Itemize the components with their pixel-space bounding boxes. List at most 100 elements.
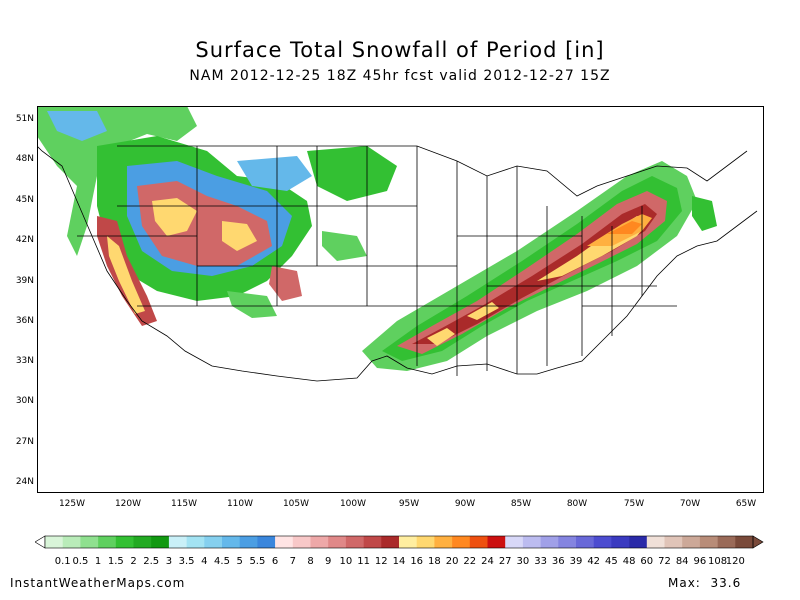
lon-label: 70W	[679, 499, 701, 509]
colorbar-swatch	[204, 536, 223, 548]
colorbar-swatch	[487, 536, 506, 548]
colorbar-tick-label: 6	[271, 556, 279, 567]
map-subtitle: NAM 2012-12-25 18Z 45hr fcst valid 2012-…	[189, 68, 611, 84]
lon-label: 110W	[226, 499, 254, 509]
max-label: Max:	[668, 576, 701, 590]
colorbar-swatch	[735, 536, 754, 548]
colorbar-tick-label: 8	[307, 556, 314, 567]
colorbar-tick-label: 16	[410, 556, 424, 567]
colorbar-swatch	[699, 536, 718, 548]
lat-label: 27N	[15, 437, 34, 447]
colorbar-swatch	[558, 536, 577, 548]
colorbar-swatch	[115, 536, 134, 548]
colorbar-tick-label: 3	[165, 556, 173, 567]
lon-label: 100W	[339, 499, 367, 509]
colorbar-swatch	[717, 536, 736, 548]
lat-label: 33N	[15, 356, 34, 366]
colorbar-tick-label: 48	[622, 556, 636, 567]
colorbar-swatch	[593, 536, 612, 548]
colorbar-tick-label: 0.5	[72, 556, 89, 567]
colorbar-tick-label: 45	[605, 556, 618, 567]
colorbar	[35, 535, 764, 549]
colorbar-swatch	[62, 536, 81, 548]
colorbar-tick-label: 9	[325, 556, 332, 567]
colorbar-tick-label: 14	[392, 556, 406, 567]
colorbar-tick-label: 39	[569, 556, 583, 567]
colorbar-tick-label: 33	[534, 556, 547, 567]
site-credit: InstantWeatherMaps.com	[10, 576, 186, 590]
colorbar-swatch	[505, 536, 524, 548]
snowfall-map	[37, 106, 764, 493]
lat-label: 30N	[15, 396, 34, 406]
colorbar-tick-label: 7	[289, 556, 296, 567]
colorbar-swatch	[45, 536, 63, 548]
colorbar-tick-label: 4.5	[214, 556, 230, 567]
lon-label: 85W	[510, 499, 532, 509]
colorbar-swatch	[522, 536, 541, 548]
colorbar-swatch	[222, 536, 240, 548]
colorbar-swatch	[151, 536, 170, 548]
colorbar-swatch	[629, 536, 648, 548]
colorbar-tick-label: 18	[428, 556, 441, 567]
lat-label: 24N	[15, 477, 34, 487]
colorbar-tick-label: 2.5	[143, 556, 160, 567]
colorbar-tick-label: 42	[587, 556, 601, 567]
colorbar-swatch	[664, 536, 683, 548]
colorbar-swatch	[363, 536, 382, 548]
map-frame	[37, 106, 764, 493]
lat-label: 48N	[15, 154, 34, 164]
colorbar-tick-label: 20	[445, 556, 459, 567]
snowfall-west	[37, 106, 397, 326]
colorbar-tick-label: 22	[463, 556, 477, 567]
lat-label: 39N	[15, 276, 34, 286]
colorbar-tick-label: 108	[708, 556, 728, 567]
lon-label: 90W	[454, 499, 476, 509]
colorbar-tick-label: 84	[675, 556, 689, 567]
lon-label: 75W	[623, 499, 645, 509]
lon-label: 80W	[566, 499, 588, 509]
colorbar-swatch	[257, 536, 276, 548]
colorbar-swatch	[381, 536, 400, 548]
lat-label: 42N	[15, 235, 34, 245]
colorbar-swatch	[611, 536, 630, 548]
colorbar-tick-label: 0.1	[54, 556, 71, 567]
boundary-lines	[37, 145, 758, 382]
colorbar-swatch	[292, 536, 311, 548]
colorbar-swatch	[416, 536, 435, 548]
colorbar-tick-label: 30	[516, 556, 530, 567]
lon-label: 105W	[282, 499, 310, 509]
colorbar-tick-label: 3.5	[178, 556, 195, 567]
colorbar-tick-label: 1.5	[107, 556, 124, 567]
colorbar-tick-label: 2	[130, 556, 137, 567]
colorbar-tick-label: 24	[481, 556, 494, 567]
colorbar-swatch	[133, 536, 152, 548]
colorbar-tick-label: 36	[551, 556, 565, 567]
lat-label: 45N	[15, 195, 34, 205]
colorbar-swatch	[469, 536, 488, 548]
lat-label: 51N	[15, 114, 34, 124]
colorbar-swatch	[452, 536, 471, 548]
colorbar-tick-label: 96	[693, 556, 707, 567]
colorbar-tick-label: 120	[725, 556, 745, 567]
map-title: Surface Total Snowfall of Period [in]	[195, 38, 605, 62]
colorbar-swatch	[168, 536, 187, 548]
colorbar-swatch	[239, 536, 258, 548]
max-readout: Max: 33.6	[668, 576, 741, 590]
colorbar-right-arrow	[752, 535, 764, 549]
lat-label: 36N	[15, 316, 34, 326]
lon-label: 95W	[398, 499, 420, 509]
colorbar-swatch	[186, 536, 205, 548]
lon-label: 65W	[735, 499, 757, 509]
colorbar-tick-label: 12	[374, 556, 388, 567]
colorbar-outline	[44, 535, 754, 549]
colorbar-swatch	[646, 536, 665, 548]
colorbar-tick-label: 5	[236, 556, 243, 567]
colorbar-tick-label: 5.5	[249, 556, 266, 567]
colorbar-swatch	[399, 536, 417, 548]
colorbar-tick-label: 1	[94, 556, 102, 567]
colorbar-tick-label: 72	[658, 556, 671, 567]
colorbar-tick-label: 60	[640, 556, 654, 567]
lon-label: 125W	[58, 499, 86, 509]
colorbar-swatch	[328, 536, 347, 548]
colorbar-left-arrow	[35, 535, 46, 549]
